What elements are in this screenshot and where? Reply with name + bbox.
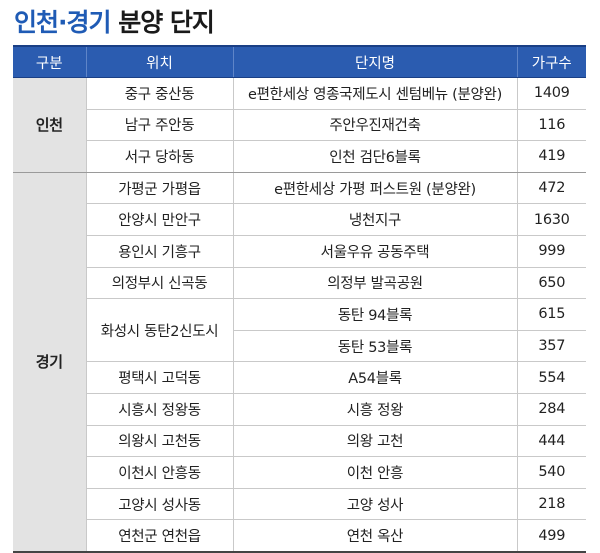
- table-row: 동탄 53블록 357: [13, 330, 586, 363]
- table-row: 시흥시 정왕동 시흥 정왕 284: [13, 393, 586, 426]
- location-cell: 용인시 기흥구: [85, 235, 233, 268]
- table-row: 의왕시 고천동 의왕 고천 444: [13, 425, 586, 458]
- location-cell: 남구 주안동: [85, 109, 233, 142]
- table-row: 남구 주안동 주안우진재건축 116: [13, 109, 586, 142]
- complex-cell: e편한세상 가평 퍼스트원 (분양완): [232, 172, 517, 205]
- table-row: 경기 가평군 가평읍 e편한세상 가평 퍼스트원 (분양완) 472: [13, 172, 586, 553]
- header-location: 위치: [85, 45, 233, 78]
- location-cell: 이천시 안흥동: [85, 456, 233, 489]
- table-row: 화성시 동탄2신도시 동탄 94블록 615: [13, 298, 586, 363]
- households-cell: 472: [516, 172, 586, 205]
- households-cell: 419: [516, 140, 586, 173]
- table-row: 고양시 성사동 고양 성사 218: [13, 488, 586, 521]
- complex-cell: 이천 안흥: [232, 456, 517, 489]
- location-cell: 안양시 만안구: [85, 203, 233, 236]
- table-row: 연천군 연천읍 연천 옥산 499: [13, 519, 586, 553]
- title-region: 인천·경기: [14, 8, 111, 37]
- header-category: 구분: [13, 45, 86, 78]
- region-cell-gyeonggi: 경기: [13, 172, 86, 553]
- table-row: 용인시 기흥구 서울우유 공동주택 999: [13, 235, 586, 268]
- location-cell: 시흥시 정왕동: [85, 393, 233, 426]
- region-cell-incheon: 인천: [13, 77, 86, 173]
- location-cell: 평택시 고덕동: [85, 361, 233, 394]
- households-cell: 499: [516, 519, 586, 553]
- location-cell: 고양시 성사동: [85, 488, 233, 521]
- complex-cell: 서울우유 공동주택: [232, 235, 517, 268]
- complex-cell: A54블록: [232, 361, 517, 394]
- header-complex: 단지명: [232, 45, 517, 78]
- complex-cell: 인천 검단6블록: [232, 140, 517, 173]
- households-cell: 444: [516, 425, 586, 458]
- complex-cell: 시흥 정왕: [232, 393, 517, 426]
- header-row: 구분 위치 단지명 가구수: [13, 45, 586, 78]
- table-row: 서구 당하동 인천 검단6블록 419: [13, 140, 586, 173]
- table-row: 이천시 안흥동 이천 안흥 540: [13, 456, 586, 489]
- households-cell: 357: [516, 330, 586, 363]
- households-cell: 554: [516, 361, 586, 394]
- complex-table: 구분 위치 단지명 가구수 인천 중구 중산동 e편한세상 영종국제도시 센텀베…: [13, 45, 586, 553]
- complex-cell: 주안우진재건축: [232, 109, 517, 142]
- households-cell: 1630: [516, 203, 586, 236]
- complex-cell: 냉천지구: [232, 203, 517, 236]
- households-cell: 999: [516, 235, 586, 268]
- households-cell: 116: [516, 109, 586, 142]
- complex-cell: 의정부 발곡공원: [232, 267, 517, 300]
- complex-cell: 고양 성사: [232, 488, 517, 521]
- table-row: 의정부시 신곡동 의정부 발곡공원 650: [13, 267, 586, 300]
- table-row: 평택시 고덕동 A54블록 554: [13, 361, 586, 394]
- households-cell: 615: [516, 298, 586, 331]
- location-cell: 서구 당하동: [85, 140, 233, 173]
- header-households: 가구수: [516, 45, 586, 78]
- households-cell: 540: [516, 456, 586, 489]
- location-cell: 화성시 동탄2신도시: [85, 298, 233, 363]
- location-cell: 가평군 가평읍: [85, 172, 233, 205]
- location-cell: 연천군 연천읍: [85, 519, 233, 553]
- page-title: 인천·경기 분양 단지: [14, 6, 215, 40]
- location-cell: 의왕시 고천동: [85, 425, 233, 458]
- complex-cell: 의왕 고천: [232, 425, 517, 458]
- location-cell: 중구 중산동: [85, 77, 233, 110]
- complex-cell: e편한세상 영종국제도시 센텀베뉴 (분양완): [232, 77, 517, 110]
- location-cell: 의정부시 신곡동: [85, 267, 233, 300]
- title-subject: 분양 단지: [110, 8, 215, 37]
- complex-cell: 연천 옥산: [232, 519, 517, 553]
- households-cell: 650: [516, 267, 586, 300]
- households-cell: 218: [516, 488, 586, 521]
- households-cell: 1409: [516, 77, 586, 110]
- complex-cell: 동탄 53블록: [232, 330, 517, 363]
- table-row: 안양시 만안구 냉천지구 1630: [13, 203, 586, 236]
- complex-cell: 동탄 94블록: [232, 298, 517, 331]
- households-cell: 284: [516, 393, 586, 426]
- table-row: 인천 중구 중산동 e편한세상 영종국제도시 센텀베뉴 (분양완) 1409: [13, 77, 586, 173]
